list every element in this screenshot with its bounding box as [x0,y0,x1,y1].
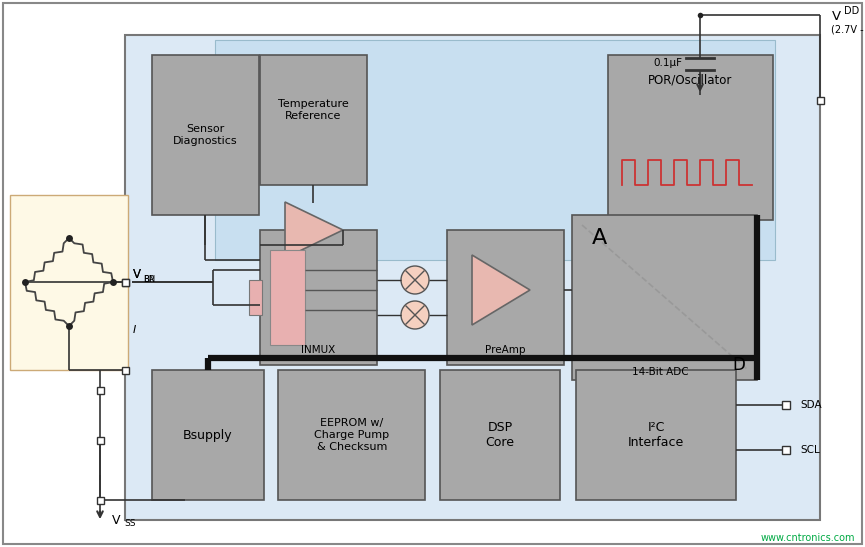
Text: I: I [133,325,137,335]
Text: www.cntronics.com: www.cntronics.com [760,533,855,543]
Bar [782,401,790,409]
Bar [440,370,560,500]
Bar [572,215,757,380]
Bar [97,387,104,393]
Bar [97,437,104,444]
Bar [125,35,820,520]
Text: V: V [133,267,141,281]
Bar [121,278,129,286]
Bar [576,370,736,500]
Text: A: A [592,228,607,248]
Bar [121,278,129,286]
Text: D: D [732,356,745,374]
Polygon shape [285,202,343,258]
Text: DD: DD [844,6,859,16]
Text: Bsupply: Bsupply [183,428,233,441]
Text: (2.7V - 5.5V): (2.7V - 5.5V) [831,25,865,35]
Bar [817,96,823,103]
Circle shape [401,301,429,329]
Bar [447,230,564,365]
Bar [152,370,264,500]
Bar [121,366,129,374]
Bar [270,250,305,345]
Bar [782,446,790,454]
Text: BP: BP [143,276,154,284]
Text: SDA: SDA [800,400,822,410]
Polygon shape [472,255,530,325]
Text: INMUX: INMUX [301,345,335,355]
Text: SCL: SCL [800,445,820,455]
Text: DSP
Core: DSP Core [485,421,515,449]
Circle shape [401,266,429,294]
Text: 14-Bit ADC: 14-Bit ADC [631,367,689,377]
Bar [260,230,377,365]
Bar [260,55,367,185]
Text: Temperature
Reference: Temperature Reference [278,99,349,121]
Bar [97,497,104,503]
Bar [608,55,773,220]
Text: V: V [832,9,841,22]
Text: BN: BN [143,276,155,284]
Text: V: V [112,514,120,527]
Text: PreAmp: PreAmp [484,345,525,355]
Bar [278,370,425,500]
Text: POR/Oscillator: POR/Oscillator [648,73,732,86]
Bar [152,55,259,215]
Text: SS: SS [124,520,136,528]
Bar [215,40,775,260]
Text: Sensor
Diagnostics: Sensor Diagnostics [173,124,237,146]
Text: EEPROM w/
Charge Pump
& Checksum: EEPROM w/ Charge Pump & Checksum [315,418,389,452]
Text: I²C
Interface: I²C Interface [628,421,684,449]
Text: V: V [133,267,141,281]
Text: 0.1μF: 0.1μF [653,58,682,68]
Bar [10,195,128,370]
Bar [249,280,262,315]
